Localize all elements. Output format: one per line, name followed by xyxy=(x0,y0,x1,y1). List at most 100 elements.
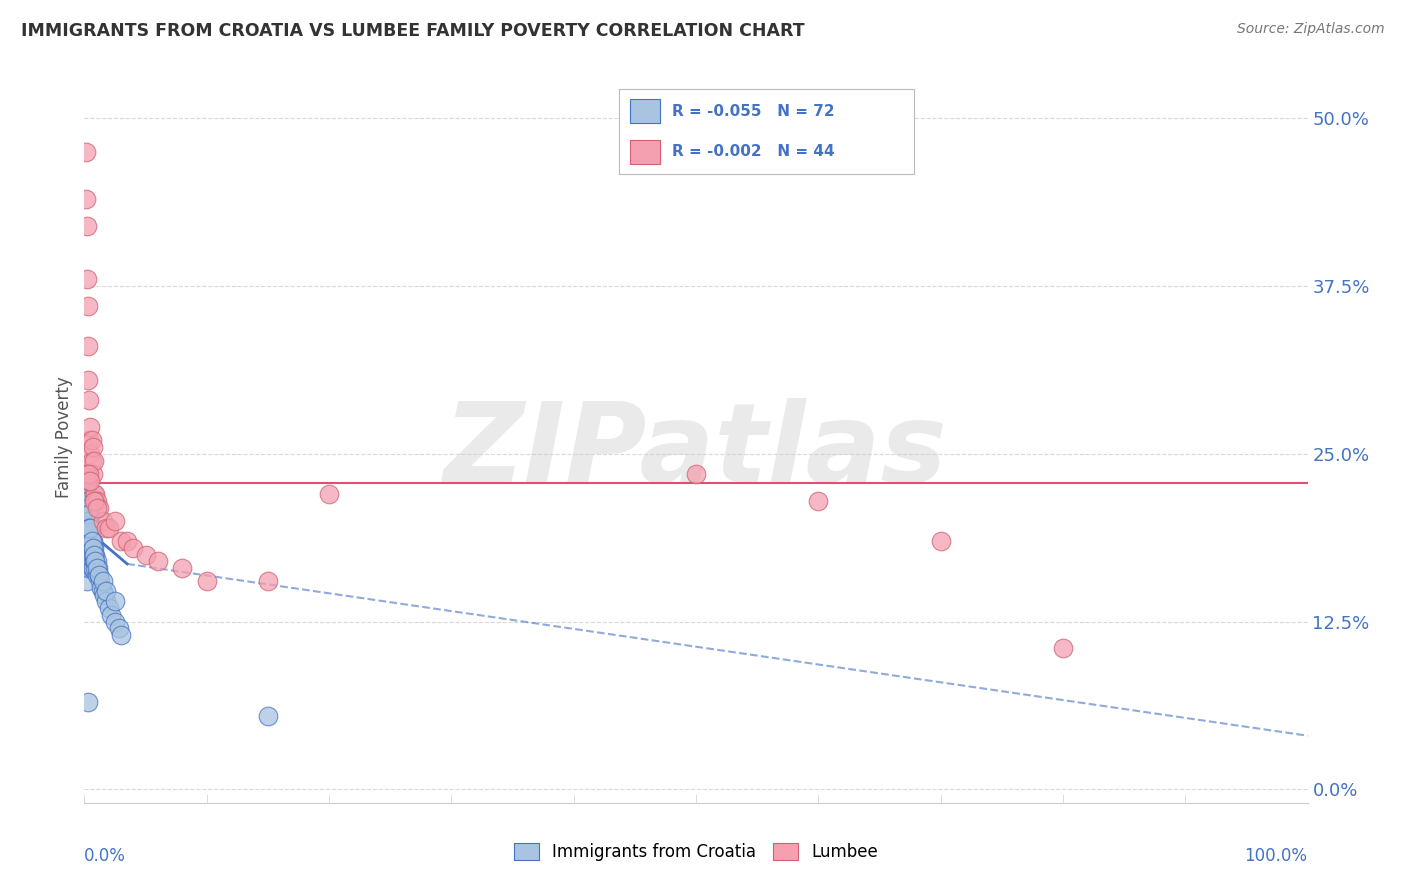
Point xyxy=(82,440,104,454)
Point xyxy=(77,500,100,515)
Point xyxy=(77,467,100,481)
Bar xyxy=(630,99,659,123)
Point xyxy=(76,219,98,233)
Bar xyxy=(630,140,659,164)
Point xyxy=(79,474,101,488)
Point xyxy=(77,548,100,562)
Point xyxy=(84,487,107,501)
Point xyxy=(77,514,100,528)
Point xyxy=(87,567,110,582)
Point xyxy=(77,541,100,555)
Text: R = -0.055   N = 72: R = -0.055 N = 72 xyxy=(672,103,834,119)
Text: 0.0%: 0.0% xyxy=(84,847,127,864)
Legend: Immigrants from Croatia, Lumbee: Immigrants from Croatia, Lumbee xyxy=(508,836,884,868)
Point xyxy=(75,480,97,494)
Point xyxy=(83,453,105,467)
Point xyxy=(82,534,104,549)
Point xyxy=(77,508,100,522)
Point xyxy=(100,607,122,622)
Point xyxy=(104,594,127,608)
Point xyxy=(76,508,98,522)
Text: IMMIGRANTS FROM CROATIA VS LUMBEE FAMILY POVERTY CORRELATION CHART: IMMIGRANTS FROM CROATIA VS LUMBEE FAMILY… xyxy=(21,22,804,40)
Point xyxy=(80,534,103,549)
Point xyxy=(83,541,105,555)
Point xyxy=(76,548,98,562)
Point xyxy=(86,567,108,582)
Point xyxy=(75,527,97,541)
Point xyxy=(79,527,101,541)
Point xyxy=(83,554,105,568)
Point xyxy=(77,339,100,353)
Point xyxy=(77,373,100,387)
Point xyxy=(76,467,98,481)
Point xyxy=(75,514,97,528)
Point xyxy=(79,447,101,461)
Point xyxy=(84,493,107,508)
Text: 100.0%: 100.0% xyxy=(1244,847,1308,864)
Point xyxy=(91,583,114,598)
Text: R = -0.002   N = 44: R = -0.002 N = 44 xyxy=(672,145,834,160)
Point xyxy=(77,521,100,535)
Point xyxy=(91,574,114,589)
Point xyxy=(77,434,100,448)
Point xyxy=(96,594,118,608)
Point xyxy=(75,554,97,568)
Point xyxy=(76,574,98,589)
Point xyxy=(77,695,100,709)
Point xyxy=(80,534,103,549)
Point xyxy=(104,615,127,629)
Text: Source: ZipAtlas.com: Source: ZipAtlas.com xyxy=(1237,22,1385,37)
Point xyxy=(122,541,145,555)
Point xyxy=(80,561,103,575)
Point xyxy=(80,548,103,562)
Point xyxy=(76,534,98,549)
Point xyxy=(83,487,105,501)
Point xyxy=(75,500,97,515)
Point xyxy=(86,561,108,575)
Point xyxy=(110,534,132,549)
Point xyxy=(172,561,194,575)
Point xyxy=(86,493,108,508)
Point xyxy=(82,561,104,575)
Point xyxy=(77,534,100,549)
Point xyxy=(77,561,100,575)
Point xyxy=(76,272,98,286)
Point xyxy=(807,493,830,508)
Point xyxy=(75,493,97,508)
Point xyxy=(83,493,105,508)
Point xyxy=(75,192,97,206)
Point xyxy=(77,554,100,568)
Point xyxy=(97,601,120,615)
Point xyxy=(115,534,138,549)
Point xyxy=(93,588,115,602)
Point xyxy=(104,514,127,528)
Point xyxy=(83,548,105,562)
Point xyxy=(96,583,118,598)
Point xyxy=(76,508,98,522)
Point xyxy=(87,500,110,515)
Point xyxy=(77,474,100,488)
Point xyxy=(929,534,952,549)
Point xyxy=(685,467,707,481)
Point xyxy=(86,554,108,568)
Point xyxy=(82,548,104,562)
Point xyxy=(135,548,157,562)
Point xyxy=(79,521,101,535)
Point xyxy=(80,521,103,535)
Point xyxy=(89,574,111,589)
Point xyxy=(77,393,100,408)
Point xyxy=(76,493,98,508)
Point xyxy=(91,514,114,528)
Point xyxy=(1052,641,1074,656)
Point xyxy=(79,554,101,568)
Point xyxy=(82,467,104,481)
Point xyxy=(96,521,118,535)
Point xyxy=(257,708,280,723)
Point xyxy=(76,561,98,575)
Point xyxy=(77,514,100,528)
Point xyxy=(318,487,340,501)
Point xyxy=(257,574,280,589)
Point xyxy=(110,628,132,642)
Point xyxy=(82,541,104,555)
Text: ZIPatlas: ZIPatlas xyxy=(444,398,948,505)
